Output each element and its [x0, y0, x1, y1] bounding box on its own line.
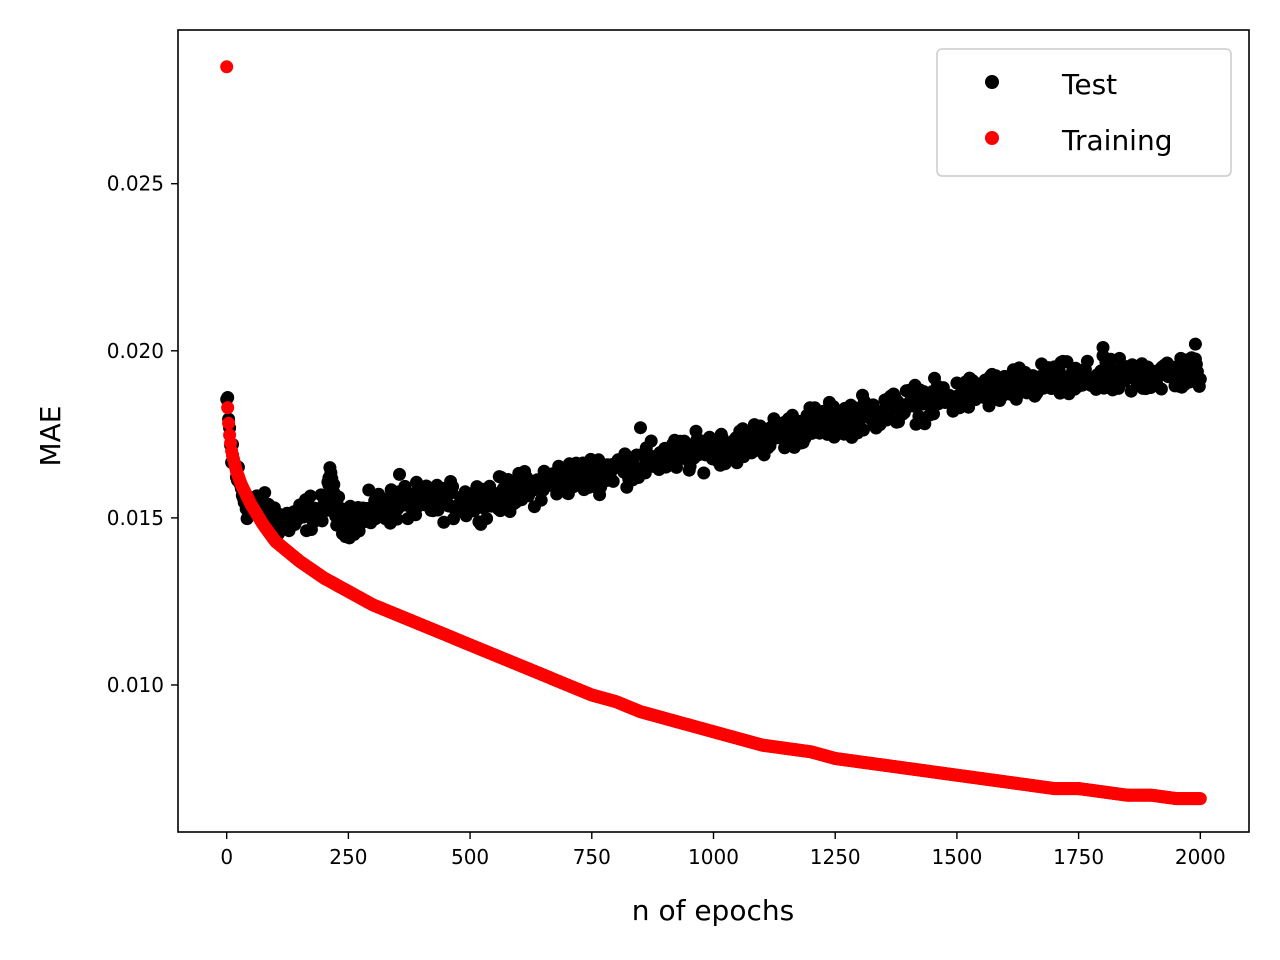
test-point: [606, 474, 620, 488]
training-point: [220, 60, 234, 74]
legend-label-training: Training: [1061, 124, 1172, 157]
test-point: [927, 407, 940, 421]
test-point: [393, 467, 406, 481]
training-point: [1193, 792, 1207, 806]
x-tick-label: 0: [220, 845, 233, 869]
test-point: [446, 480, 460, 494]
test-point: [258, 486, 272, 500]
legend-marker-training: [985, 131, 999, 145]
y-axis-title: MAE: [34, 405, 67, 466]
x-tick-label: 1750: [1053, 845, 1104, 869]
test-point: [634, 421, 647, 435]
test-point: [480, 512, 494, 525]
x-tick-label: 1000: [688, 845, 739, 869]
x-tick-label: 500: [451, 845, 489, 869]
legend-label-test: Test: [1061, 68, 1117, 101]
test-point: [644, 434, 658, 448]
x-tick-label: 2000: [1175, 845, 1226, 869]
training-point: [221, 401, 235, 415]
test-point: [390, 512, 404, 526]
x-tick-label: 750: [573, 845, 611, 869]
test-point: [856, 423, 870, 437]
test-point: [982, 399, 996, 413]
test-point: [362, 483, 376, 497]
test-point: [315, 514, 329, 528]
test-point: [327, 478, 341, 491]
x-axis: 0 250 500 750 1000 1250 1500 1750 2000: [220, 832, 1226, 869]
test-point: [670, 460, 683, 474]
y-tick-label: 0.010: [107, 673, 164, 697]
legend: Test Training: [936, 48, 1232, 177]
test-point: [826, 400, 840, 413]
training-point: [222, 416, 236, 430]
test-point: [1188, 337, 1202, 351]
test-point: [697, 466, 711, 480]
x-axis-title: n of epochs: [632, 894, 794, 927]
test-point: [534, 493, 548, 507]
y-tick-label: 0.025: [107, 172, 164, 196]
y-tick-label: 0.020: [107, 339, 164, 363]
y-tick-label: 0.015: [107, 506, 164, 530]
test-point: [1193, 372, 1207, 386]
legend-marker-test: [985, 75, 999, 89]
test-point: [1096, 341, 1110, 354]
legend-box: [936, 48, 1232, 177]
test-point: [332, 490, 346, 504]
points-layer: [220, 60, 1207, 806]
test-point: [221, 391, 235, 404]
x-tick-label: 1250: [810, 845, 861, 869]
test-point: [303, 489, 317, 503]
test-point: [1154, 382, 1168, 396]
x-tick-label: 250: [329, 845, 367, 869]
y-axis: 0.010 0.015 0.020 0.025: [107, 172, 178, 697]
x-tick-label: 1500: [931, 845, 982, 869]
test-point: [1080, 354, 1094, 368]
